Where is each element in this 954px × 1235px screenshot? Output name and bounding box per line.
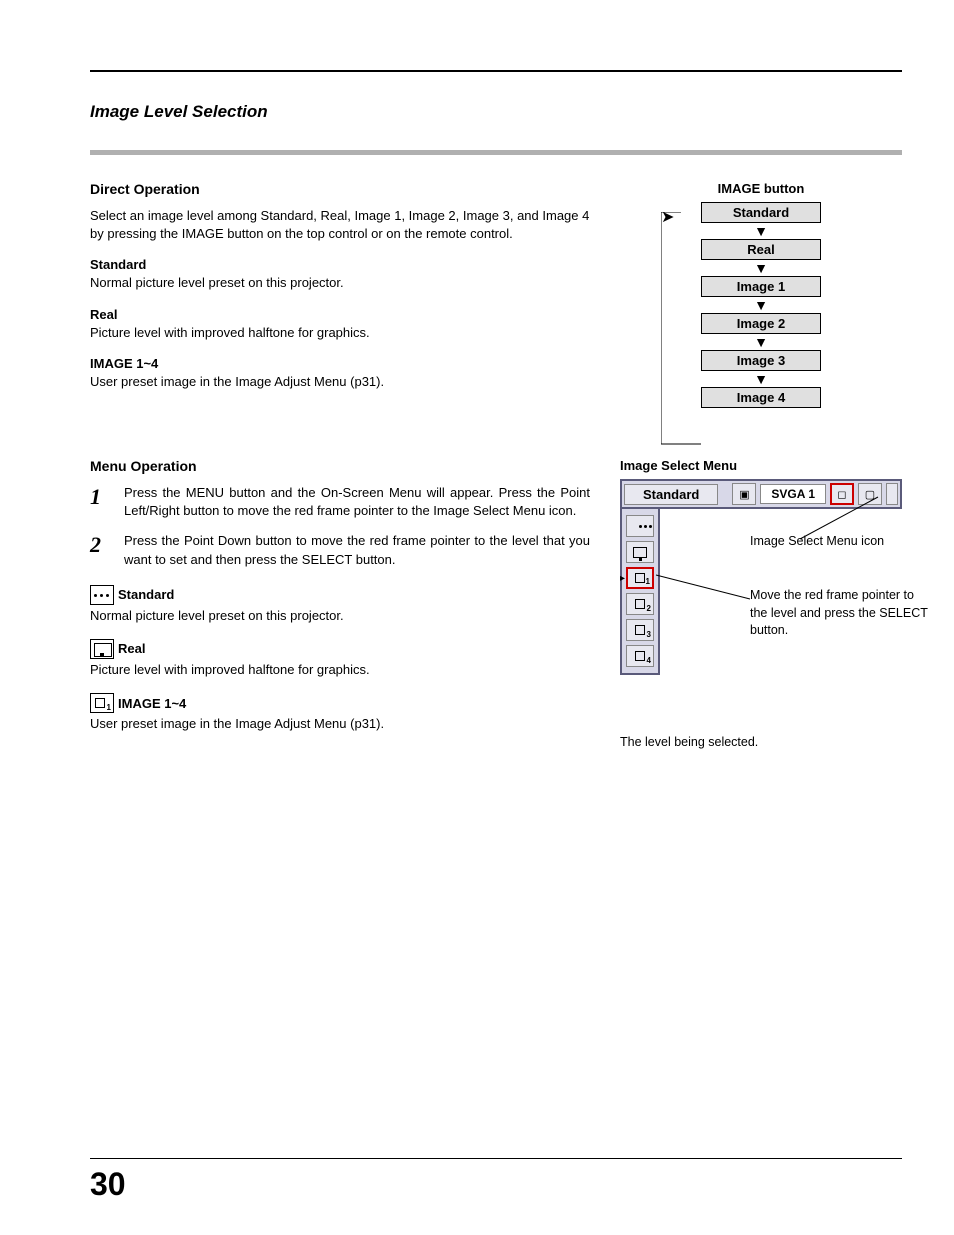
menu-bar-icon: ▣ [732,483,756,505]
down-arrow-icon: ▼ [754,372,768,386]
sidebar-image2-icon: 2 [626,593,654,615]
callout-pointer-label: Move the red frame pointer to the level … [750,587,930,640]
bottom-horizontal-rule [90,1158,902,1159]
real-mode-icon [90,639,114,659]
desc-image14: User preset image in the Image Adjust Me… [90,373,590,391]
menu-screenshot: Standard ▣ SVGA 1 ◻ ▢ ▸ 1 2 3 [620,479,902,675]
image1-mode-icon [90,693,114,713]
mode-desc-image14: User preset image in the Image Adjust Me… [90,715,590,733]
sidebar-image3-icon: 3 [626,619,654,641]
down-arrow-icon: ▼ [754,224,768,238]
flow-box: Image 2 [701,313,821,334]
flow-box: Real [701,239,821,260]
section-title: Image Level Selection [90,102,902,126]
mode-label-real: Real [118,641,145,656]
desc-real: Picture level with improved halftone for… [90,324,590,342]
screenshot-caption: The level being selected. [620,735,902,749]
sidebar-image4-icon: 4 [626,645,654,667]
sidebar-image1-icon: ▸ 1 [626,567,654,589]
step-text: Press the MENU button and the On-Screen … [124,484,590,520]
menu-bar-svga-label: SVGA 1 [760,484,826,504]
screenshot-title: Image Select Menu [620,458,902,473]
step-number: 2 [90,532,110,568]
step-row: 1 Press the MENU button and the On-Scree… [90,484,590,520]
desc-standard: Normal picture level preset on this proj… [90,274,590,292]
image-button-flow: IMAGE button ➤ Standard ▼ Real ▼ Image 1… [701,181,821,408]
down-arrow-icon: ▼ [754,298,768,312]
menu-operation-heading: Menu Operation [90,458,590,474]
mode-label-image14: IMAGE 1~4 [118,696,186,711]
sidebar-menu: ▸ 1 2 3 4 [620,509,660,675]
image-select-menu-icon: ◻ [830,483,854,505]
flow-box: Image 1 [701,276,821,297]
term-real: Real [90,307,590,322]
term-image14: IMAGE 1~4 [90,356,590,371]
step-text: Press the Point Down button to move the … [124,532,590,568]
standard-mode-icon [90,585,114,605]
flow-side-arrow-icon: ➤ [661,207,674,227]
flow-title: IMAGE button [718,181,805,196]
mode-label-standard: Standard [118,587,174,602]
term-standard: Standard [90,257,590,272]
menu-bar-icon: ▢ [858,483,882,505]
step-number: 1 [90,484,110,520]
direct-operation-heading: Direct Operation [90,181,590,197]
menu-bar-mode-label: Standard [624,484,718,505]
flow-box: Image 3 [701,350,821,371]
callout-icon-label: Image Select Menu icon [750,533,884,551]
mode-desc-real: Picture level with improved halftone for… [90,661,590,679]
step-row: 2 Press the Point Down button to move th… [90,532,590,568]
flow-loop-line [661,212,701,452]
page-number: 30 [90,1166,126,1203]
menu-top-bar: Standard ▣ SVGA 1 ◻ ▢ [620,479,902,509]
mode-desc-standard: Normal picture level preset on this proj… [90,607,590,625]
top-horizontal-rule [90,70,902,72]
section-title-block: Image Level Selection [90,102,902,155]
sidebar-real-icon [626,541,654,563]
down-arrow-icon: ▼ [754,335,768,349]
grey-underline-rule [90,150,902,155]
sidebar-standard-icon [626,515,654,537]
flow-box: Standard [701,202,821,223]
selection-pointer-icon: ▸ [620,573,625,584]
direct-operation-intro: Select an image level among Standard, Re… [90,207,590,243]
menu-bar-icon [886,483,898,505]
flow-box: Image 4 [701,387,821,408]
down-arrow-icon: ▼ [754,261,768,275]
